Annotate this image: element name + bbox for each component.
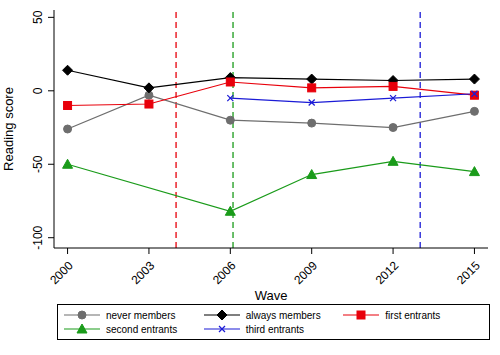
svg-text:-100: -100	[31, 225, 45, 249]
html-text:never members: never members	[106, 309, 176, 321]
svg-text:2012: 2012	[373, 258, 402, 287]
html-text:first entrants: first entrants	[385, 309, 441, 321]
svg-text:50: 50	[31, 10, 45, 24]
svg-text:2015: 2015	[454, 258, 483, 287]
svg-text:Reading score: Reading score	[1, 87, 16, 171]
html-text:third entrants: third entrants	[245, 323, 304, 335]
html-text:second entrants: second entrants	[106, 323, 178, 335]
html-text:always members: always members	[245, 309, 321, 321]
svg-text:-50: -50	[31, 155, 45, 173]
svg-text:2003: 2003	[128, 258, 157, 287]
svg-text:Wave: Wave	[255, 288, 288, 300]
svg-text:2000: 2000	[47, 258, 76, 287]
svg-text:2006: 2006	[210, 258, 239, 287]
svg-text:2009: 2009	[291, 258, 320, 287]
svg-text:0: 0	[31, 87, 45, 94]
